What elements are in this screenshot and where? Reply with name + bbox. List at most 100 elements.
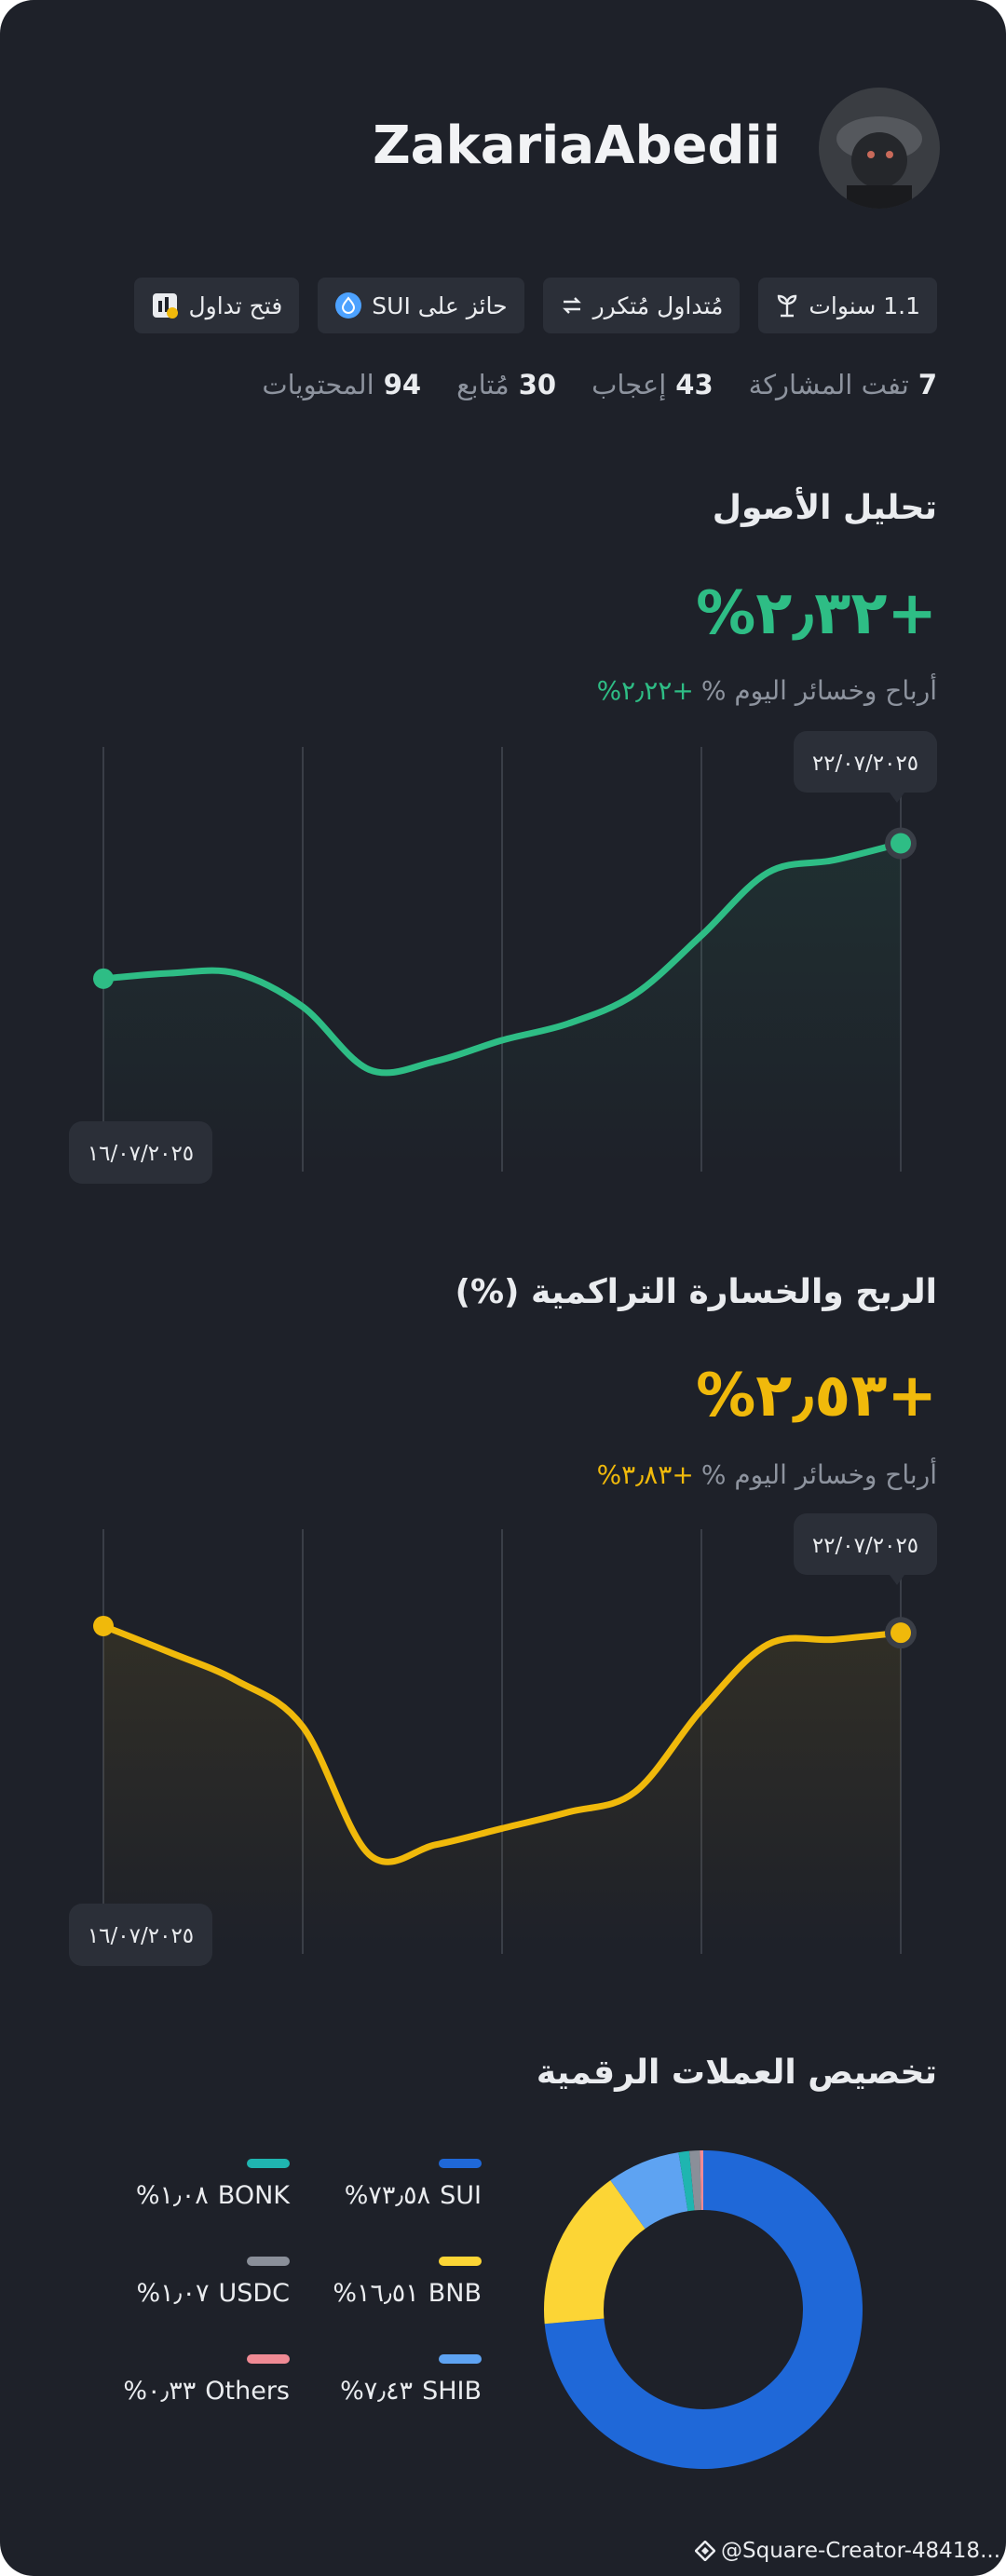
legend-swatch — [247, 2257, 290, 2266]
stat-value: 7 — [918, 369, 937, 400]
legend-value: %١٫٠٨ — [135, 2181, 209, 2210]
tooltip — [69, 1904, 212, 1966]
legend-value: %٠٫٣٣ — [123, 2377, 197, 2406]
badge-row: 1.1 سنوات مُتداول مُتكرر حائز على SUI فت… — [134, 278, 937, 333]
daily-change: أرباح وخسائر اليوم % %٣٫٨٣+ — [597, 1459, 937, 1490]
badge-label: 1.1 سنوات — [809, 291, 920, 319]
legend-name: USDC — [218, 2279, 290, 2308]
legend-name: SHIB — [422, 2377, 482, 2406]
badge[interactable]: حائز على SUI — [318, 278, 524, 333]
legend-item: Others %٠٫٣٣ — [123, 2354, 290, 2406]
legend-name: BONK — [217, 2181, 290, 2210]
donut-slice — [610, 2152, 688, 2230]
donut-slice — [544, 2180, 646, 2325]
icon — [562, 297, 581, 314]
section-title: تحليل الأصول — [712, 489, 937, 527]
section-title: تخصيص العملات الرقمية — [536, 2054, 937, 2092]
legend-row: SUI %٧٣٫٥٨ — [345, 2181, 482, 2210]
stat: 94 المحتويات — [262, 369, 421, 400]
legend-row: Others %٠٫٣٣ — [123, 2377, 290, 2406]
legend-row: SHIB %٧٫٤٣ — [340, 2377, 482, 2406]
legend-value: %١٫٠٧ — [136, 2279, 210, 2308]
stat: 30 مُتابع — [456, 369, 556, 400]
icon — [778, 294, 797, 318]
date-label: ٢٢/٠٧/٢٠٢٥ — [812, 752, 918, 776]
icon — [695, 2541, 715, 2561]
tooltip-pointer — [890, 1575, 904, 1585]
icon — [335, 292, 362, 319]
badge-label: حائز على SUI — [372, 291, 508, 319]
point — [93, 968, 114, 989]
stat-label: تفت المشاركة — [748, 369, 909, 400]
user-name: ZakariaAbedii — [373, 115, 781, 176]
headline-value: %٢٫٥٣+ — [696, 1362, 937, 1430]
date-label: ٢٢/٠٧/٢٠٢٥ — [812, 1534, 918, 1558]
daily-change-value: %٣٫٨٣+ — [596, 1459, 694, 1490]
line-area — [103, 1625, 901, 1948]
legend-swatch — [247, 2354, 290, 2364]
point — [93, 1615, 114, 1636]
legend-swatch — [439, 2257, 482, 2266]
badge[interactable]: 1.1 سنوات — [758, 278, 937, 333]
legend-name: BNB — [428, 2279, 482, 2308]
footer: @Square-Creator-48418... — [695, 2539, 1000, 2563]
legend-swatch — [247, 2159, 290, 2168]
line — [100, 1622, 904, 1865]
legend-row: USDC %١٫٠٧ — [137, 2279, 290, 2308]
badge[interactable]: فتح تداول — [134, 278, 300, 333]
icon — [153, 293, 179, 319]
legend-value: %١٦٫٥١ — [333, 2279, 419, 2308]
legend-item: SUI %٧٣٫٥٨ — [345, 2159, 482, 2210]
tooltip — [69, 1121, 212, 1184]
legend-item: USDC %١٫٠٧ — [137, 2257, 290, 2308]
point — [890, 1622, 911, 1644]
date-label: ١٦/٠٧/٢٠٢٥ — [88, 1142, 194, 1166]
tooltip — [794, 1513, 937, 1575]
tooltip — [794, 731, 937, 793]
line-chart: ٢٢/٠٧/٢٠٢٥ ١٦/٠٧/٢٠٢٥ — [69, 1513, 937, 1966]
legend: BONK %١٫٠٨ USDC %١٫٠٧ Others %٠٫٣٣ — [123, 2159, 290, 2406]
stats-row: 7 تفت المشاركة 43 إعجاب 30 مُتابع 94 المحتوي… — [262, 369, 937, 400]
donut-slice — [544, 2150, 863, 2469]
badge-label: مُتداول مُتكرر — [592, 291, 724, 319]
donut-slice — [678, 2150, 695, 2212]
donut-slice — [688, 2150, 701, 2211]
legend-swatch — [439, 2159, 482, 2168]
legend-value: %٧٣٫٥٨ — [344, 2181, 431, 2210]
tooltip-pointer — [890, 793, 904, 803]
stat: 43 إعجاب — [591, 369, 714, 400]
legend-swatch — [439, 2354, 482, 2364]
stat-label: مُتابع — [456, 369, 510, 400]
legend: SUI %٧٣٫٥٨ BNB %١٦٫٥١ SHIB %٧٫٤٣ — [333, 2159, 482, 2406]
stat-value: 43 — [675, 369, 714, 400]
point — [890, 833, 911, 854]
date-label: ١٦/٠٧/٢٠٢٥ — [88, 1924, 194, 1948]
stat-label: المحتويات — [262, 369, 374, 400]
stat-value: 94 — [383, 369, 422, 400]
legend-name: SUI — [440, 2181, 482, 2210]
legend-value: %٧٫٤٣ — [340, 2377, 414, 2406]
daily-change-value: %٢٫٢٢+ — [596, 675, 694, 706]
legend-item: BONK %١٫٠٨ — [136, 2159, 290, 2210]
daily-change-label: أرباح وخسائر اليوم % — [700, 1459, 937, 1490]
donut-chart — [544, 2150, 863, 2469]
footer-text: @Square-Creator-48418... — [721, 2539, 1000, 2563]
legend-row: BNB %١٦٫٥١ — [333, 2279, 482, 2308]
badge[interactable]: مُتداول مُتكرر — [542, 278, 741, 333]
legend-name: Others — [205, 2377, 290, 2406]
stat: 7 تفت المشاركة — [749, 369, 937, 400]
legend-row: BONK %١٫٠٨ — [136, 2181, 290, 2210]
daily-change-label: أرباح وخسائر اليوم % — [700, 675, 937, 706]
avatar[interactable] — [819, 88, 940, 209]
line-chart: ٢٢/٠٧/٢٠٢٥ ١٦/٠٧/٢٠٢٥ — [69, 731, 937, 1184]
stat-value: 30 — [518, 369, 557, 400]
badge-label: فتح تداول — [188, 291, 283, 319]
legend-item: BNB %١٦٫٥١ — [333, 2257, 482, 2308]
stat-label: إعجاب — [591, 369, 667, 400]
legend-item: SHIB %٧٫٤٣ — [340, 2354, 482, 2406]
daily-change: أرباح وخسائر اليوم % %٢٫٢٢+ — [597, 675, 937, 706]
line — [100, 840, 904, 1077]
section-title: الربح والخسارة التراكمية (%) — [455, 1273, 937, 1311]
